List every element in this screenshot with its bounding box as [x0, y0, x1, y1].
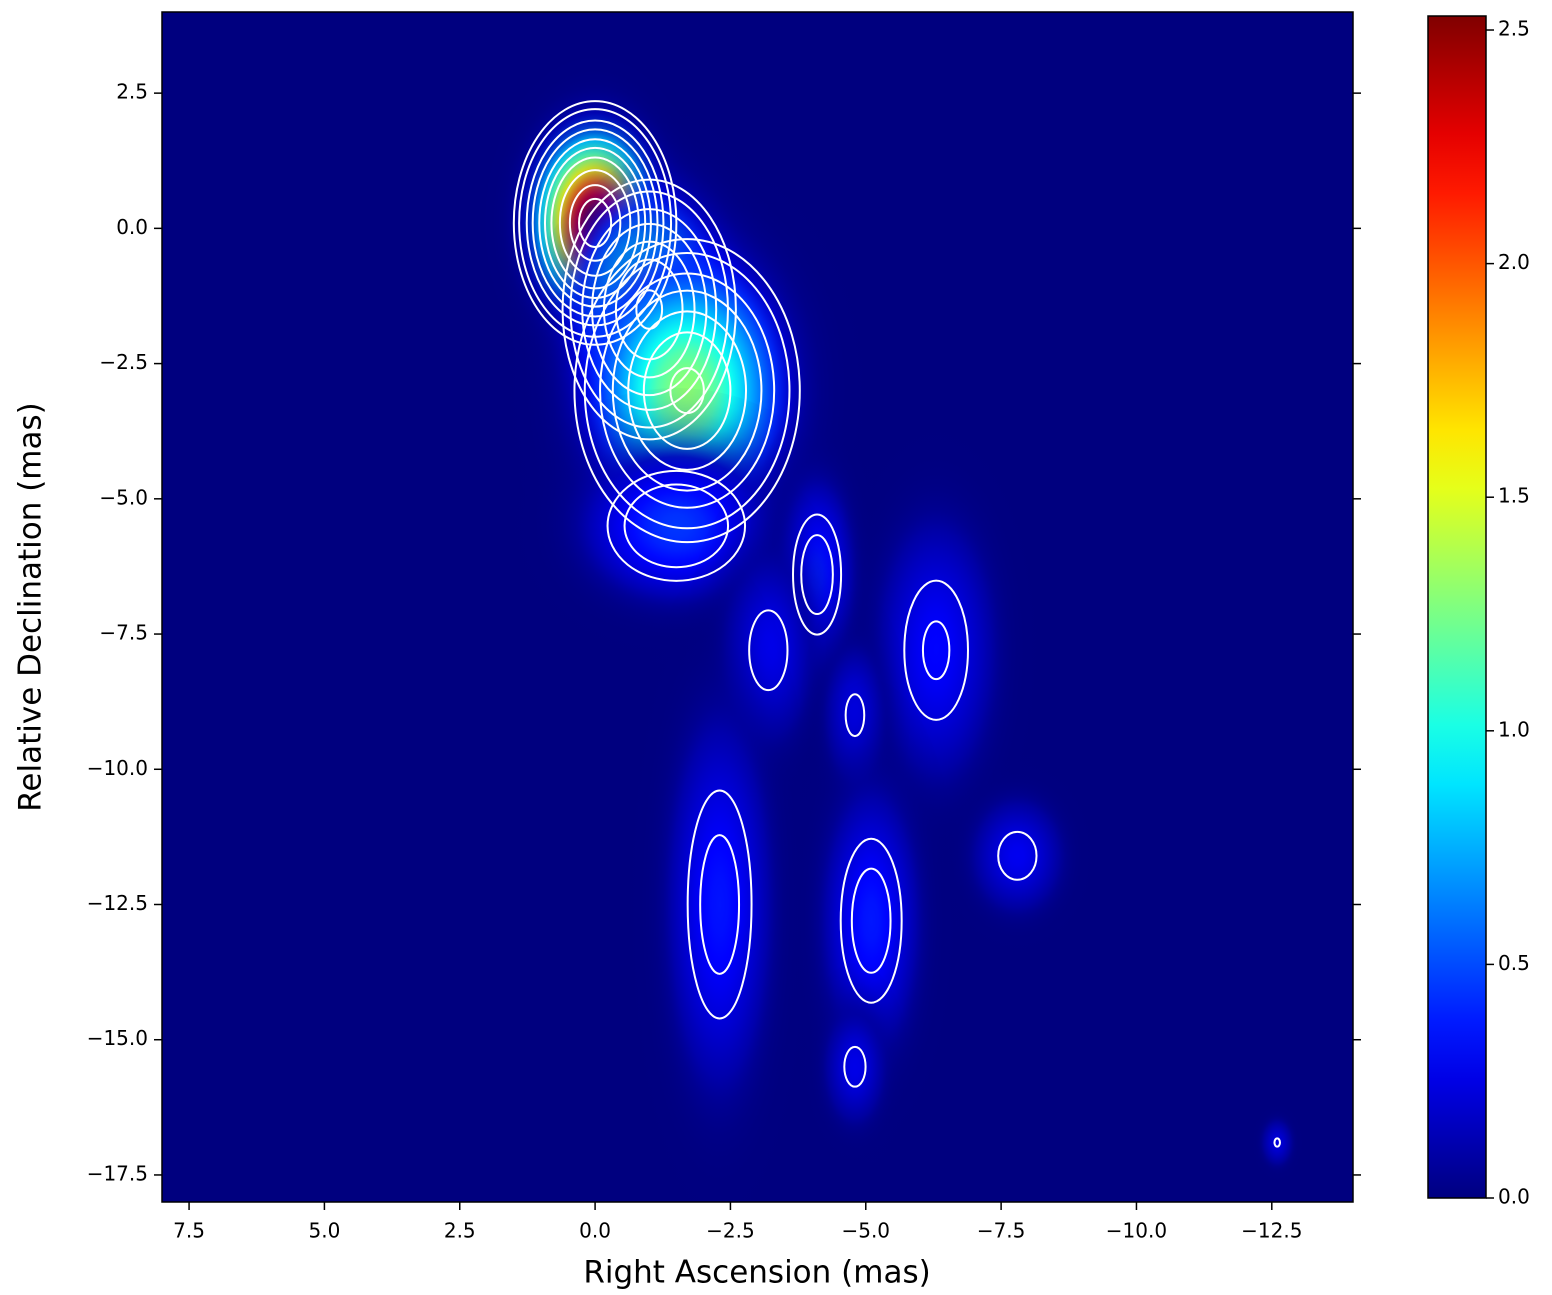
x-tick-label: 0.0: [579, 1219, 611, 1243]
y-tick-label: −2.5: [99, 350, 148, 374]
x-tick-label: −2.5: [706, 1219, 755, 1243]
contour: [611, 289, 763, 492]
y-tick-label: −10.0: [87, 756, 148, 780]
emission-component: [1249, 1101, 1305, 1184]
emission-component: [934, 752, 1101, 960]
contour: [531, 128, 659, 318]
contour: [512, 100, 678, 346]
x-tick-label: −12.5: [1241, 1219, 1302, 1243]
contour: [606, 469, 747, 582]
contour: [550, 156, 640, 290]
contour: [844, 693, 866, 738]
y-axis-label: Relative Declination (mas): [13, 402, 49, 812]
contour: [543, 146, 647, 300]
contour: [568, 184, 622, 262]
contour: [599, 272, 776, 509]
colorbar-tick-label: 0.5: [1498, 951, 1530, 975]
x-tick-label: 5.0: [309, 1219, 341, 1243]
contour: [581, 208, 718, 411]
x-axis-label: Right Ascension (mas): [583, 1255, 930, 1291]
contour: [699, 834, 741, 975]
x-tick-label: −5.0: [841, 1219, 890, 1243]
y-tick-label: −15.0: [87, 1026, 148, 1050]
colorbar: [1427, 15, 1487, 1199]
contour: [792, 513, 843, 636]
emission-component: [799, 963, 911, 1171]
contour: [569, 190, 729, 429]
plot-area: [162, 12, 1353, 1202]
contour: [558, 169, 632, 277]
colorbar-tick-label: 0.0: [1498, 1185, 1530, 1209]
colorbar-tick-label: 1.0: [1498, 717, 1530, 741]
contour: [800, 534, 834, 616]
contour: [748, 609, 789, 692]
y-tick-label: 2.5: [116, 80, 148, 104]
x-tick-label: 2.5: [444, 1219, 476, 1243]
contour: [686, 789, 753, 1020]
contour: [642, 331, 732, 450]
x-tick-label: −10.0: [1106, 1219, 1167, 1243]
contour: [614, 258, 684, 361]
y-tick-label: 0.0: [116, 215, 148, 239]
contour: [583, 251, 791, 530]
contour: [921, 620, 951, 681]
y-tick-label: −7.5: [99, 621, 148, 645]
contour: [525, 119, 665, 327]
contour: [903, 579, 969, 721]
contour: [573, 238, 801, 544]
contour: [850, 867, 892, 974]
colorbar-tick-label: 2.5: [1498, 17, 1530, 41]
contour: [843, 1045, 867, 1088]
colorbar-tick-label: 2.0: [1498, 250, 1530, 274]
contour: [669, 367, 705, 415]
x-tick-label: −7.5: [977, 1219, 1026, 1243]
x-tick-label: 7.5: [173, 1219, 205, 1243]
contour: [561, 178, 737, 441]
y-tick-label: −5.0: [99, 485, 148, 509]
contour: [839, 837, 903, 1004]
y-tick-label: −17.5: [87, 1161, 148, 1185]
contour: [997, 830, 1038, 881]
plot-frame: [161, 11, 1354, 1203]
contour: [623, 483, 730, 569]
y-tick-label: −12.5: [87, 891, 148, 915]
contour: [578, 197, 613, 249]
colorbar-tick-label: 1.5: [1498, 484, 1530, 508]
emission-component: [623, 560, 817, 1202]
contour: [627, 310, 748, 471]
contour: [1273, 1137, 1281, 1148]
